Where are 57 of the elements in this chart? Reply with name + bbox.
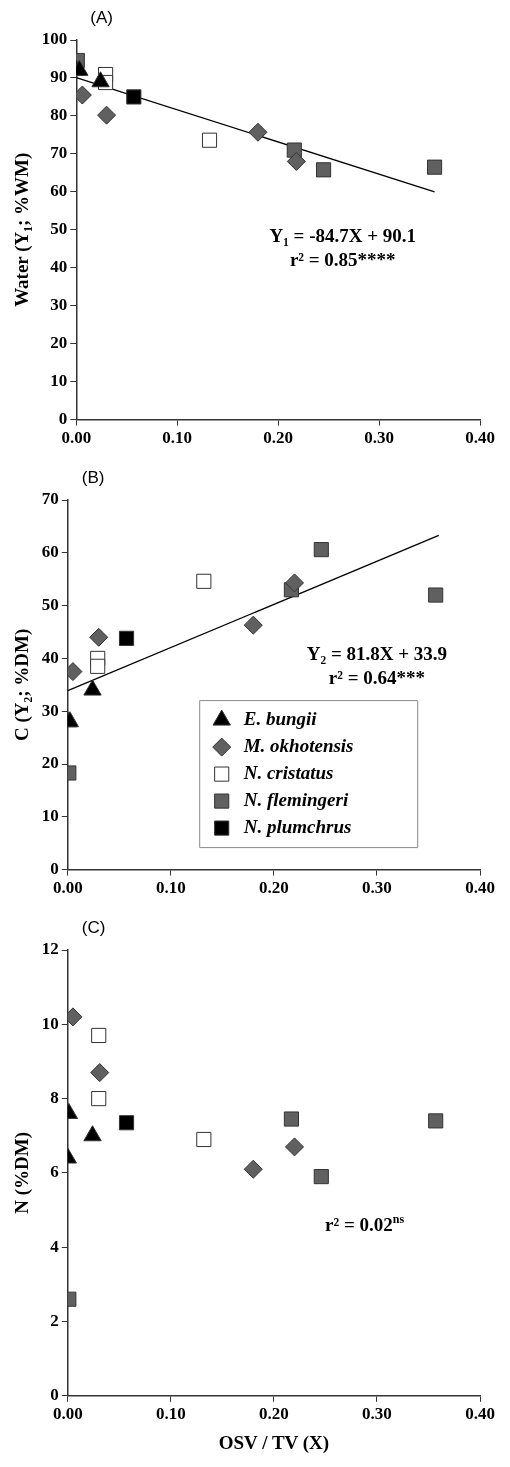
x-tick-label: 0.40 xyxy=(465,1404,495,1424)
legend-label: N. flemingeri xyxy=(242,789,349,811)
y-tick-label: 100 xyxy=(41,29,68,49)
legend-label: N. cristatus xyxy=(242,762,334,784)
y-tick-label: 6 xyxy=(50,1162,59,1182)
y-tick-label: 50 xyxy=(50,219,68,239)
legend-label: M. okhotensis xyxy=(242,735,354,757)
y-tick-label: 0 xyxy=(50,858,59,878)
y-tick-label: 10 xyxy=(41,1013,59,1033)
x-tick-label: 0.10 xyxy=(162,428,193,448)
y-tick-label: 20 xyxy=(41,753,59,773)
y-tick-label: 40 xyxy=(41,647,59,667)
y-tick-label: 30 xyxy=(41,700,59,720)
x-tick-label: 0.10 xyxy=(155,878,186,898)
annotation: Y₁ = -84.7X + 90.1 xyxy=(269,225,417,247)
chart-title: (C) xyxy=(81,917,106,937)
x-tick-label: 0.00 xyxy=(61,428,92,448)
y-axis-title: Water (Y₁; %WM) xyxy=(11,152,34,307)
x-tick-label: 0.30 xyxy=(364,428,394,448)
y-axis-title: N (%DM) xyxy=(11,1132,34,1214)
x-tick-label: 0.20 xyxy=(259,1404,289,1424)
y-tick-label: 70 xyxy=(50,143,68,163)
y-tick-label: 8 xyxy=(50,1087,59,1107)
y-tick-label: 90 xyxy=(50,67,68,87)
y-tick-label: 2 xyxy=(50,1310,59,1330)
y-tick-label: 70 xyxy=(41,489,59,509)
y-tick-label: 0 xyxy=(50,1385,59,1405)
y-tick-label: 60 xyxy=(50,181,68,201)
y-tick-label: 60 xyxy=(41,542,59,562)
y-tick-label: 10 xyxy=(50,371,68,391)
x-tick-label: 0.40 xyxy=(465,428,495,448)
legend-label: E. bungii xyxy=(242,708,318,730)
x-axis-title: OSV / TV (X) xyxy=(218,1431,330,1454)
y-tick-label: 40 xyxy=(50,257,68,277)
annotation: r² = 0.64*** xyxy=(328,667,426,689)
x-tick-label: 0.00 xyxy=(52,878,83,898)
y-tick-label: 4 xyxy=(50,1236,60,1256)
annotation: r² = 0.85**** xyxy=(289,249,396,271)
y-tick-label: 20 xyxy=(50,333,68,353)
x-tick-label: 0.40 xyxy=(465,878,495,898)
annotation: Y₂ = 81.8X + 33.9 xyxy=(306,643,448,665)
x-tick-label: 0.20 xyxy=(263,428,294,448)
x-tick-label: 0.30 xyxy=(362,878,392,898)
x-tick-label: 0.10 xyxy=(155,1404,186,1424)
chart-title: (A) xyxy=(90,7,113,27)
x-tick-label: 0.20 xyxy=(259,878,289,898)
legend-label: N. plumchrus xyxy=(242,816,352,838)
y-tick-label: 30 xyxy=(50,295,68,315)
y-tick-label: 50 xyxy=(41,594,59,614)
y-axis-title: C (Y₂; %DM) xyxy=(11,628,34,741)
chart-title: (B) xyxy=(81,467,105,487)
y-tick-label: 10 xyxy=(41,806,59,826)
y-tick-label: 12 xyxy=(41,939,59,959)
y-tick-label: 80 xyxy=(50,105,68,125)
x-tick-label: 0.30 xyxy=(362,1404,392,1424)
y-tick-label: 0 xyxy=(58,408,68,428)
x-tick-label: 0.00 xyxy=(52,1404,83,1424)
